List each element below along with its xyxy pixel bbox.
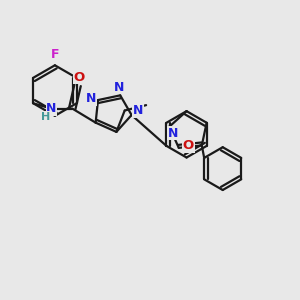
Text: H: H (41, 112, 51, 122)
Text: N: N (86, 92, 97, 105)
Text: F: F (51, 48, 59, 62)
Text: N: N (114, 80, 124, 94)
Text: N: N (168, 127, 178, 140)
Text: N: N (133, 104, 143, 117)
Text: O: O (183, 139, 194, 152)
Text: O: O (74, 70, 85, 83)
Text: N: N (46, 102, 57, 115)
